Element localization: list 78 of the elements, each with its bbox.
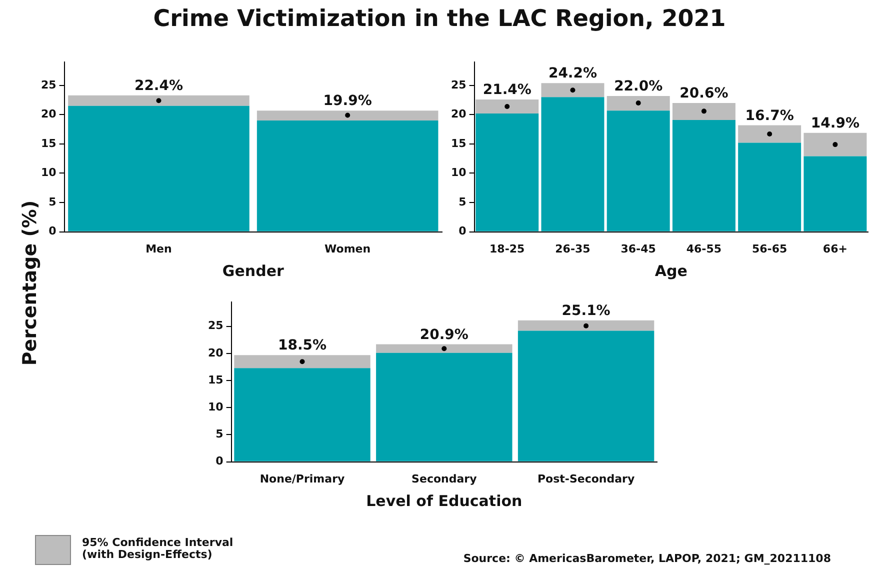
y-tick-label: 0 [216, 454, 224, 468]
point [832, 142, 838, 148]
bar [518, 320, 654, 331]
chart-title: Crime Victimization in the LAC Region, 2021 [152, 6, 727, 32]
bar [541, 83, 604, 98]
bar [234, 368, 370, 462]
y-tick-label: 10 [40, 166, 57, 180]
bar [476, 99, 539, 114]
y-tick-label: 25 [208, 319, 224, 332]
x-tick-label: Post-Secondary [537, 472, 635, 486]
point [701, 108, 706, 114]
y-tick-label: 25 [450, 78, 466, 92]
bar [541, 97, 604, 232]
y-tick-label: 0 [458, 224, 467, 238]
x-tick-label: 26-35 [555, 242, 590, 256]
x-tick-label: Women [324, 242, 371, 256]
x-axis-title: Gender [222, 262, 284, 280]
bar [376, 344, 512, 353]
y-tick-label: 5 [216, 428, 224, 441]
text: 95% Confidence Interval (with Design-Effects) [82, 536, 234, 561]
y-tick-label: 5 [458, 195, 466, 208]
point [636, 100, 641, 106]
bar [738, 142, 802, 232]
x-axis-title: Age [654, 262, 688, 280]
source-note: Source: © AmericasBarometer, LAPOP, 2021; GM_20211108 [463, 552, 831, 565]
x-tick-label: None/Primary [260, 472, 345, 486]
data-label: 21.4% [482, 82, 532, 98]
data-label: 22.0% [614, 78, 663, 95]
y-tick-label: 20 [450, 108, 467, 121]
bar [804, 156, 867, 232]
point [504, 104, 510, 109]
x-tick-label: 18-25 [490, 242, 525, 256]
bar [476, 114, 539, 232]
point [442, 346, 447, 352]
x-tick-label: 46-55 [686, 242, 722, 256]
y-tick-label: 15 [450, 136, 466, 150]
y-tick-label: 10 [208, 400, 224, 414]
data-label: 24.2% [548, 66, 598, 82]
data-label: 20.6% [680, 86, 728, 102]
y-tick-label: 15 [40, 136, 56, 150]
bar [68, 106, 250, 232]
data-label: 25.1% [562, 303, 610, 320]
y-tick-label: 5 [48, 195, 56, 208]
bar [518, 330, 654, 462]
y-tick-label: 15 [208, 373, 224, 386]
x-tick-label: Men [146, 242, 172, 256]
bar [804, 132, 867, 156]
x-tick-label: 56-65 [752, 242, 788, 256]
bar [606, 96, 670, 111]
data-label: 22.4% [134, 78, 184, 94]
bar [256, 120, 438, 232]
data-label: 20.9% [420, 326, 468, 343]
bar [672, 102, 736, 120]
y-tick-label: 25 [40, 78, 56, 92]
bar [68, 95, 250, 106]
bar [234, 355, 370, 368]
data-label: 16.7% [745, 108, 794, 124]
bar [256, 110, 438, 121]
point [584, 323, 589, 328]
point [570, 88, 576, 93]
x-tick-label: 66+ [822, 242, 848, 256]
point [300, 359, 305, 364]
y-tick-label: 20 [40, 108, 57, 121]
y-axis-title: Percentage (%) [19, 199, 41, 368]
y-tick-label: 10 [450, 166, 467, 180]
x-axis-title: Level of Education [366, 492, 522, 510]
bar [606, 110, 670, 232]
x-tick-label: Secondary [412, 472, 477, 486]
x-tick-label: 36-45 [620, 242, 656, 256]
bar [376, 352, 512, 462]
bar [672, 120, 736, 232]
data-label: 18.5% [278, 338, 327, 354]
y-tick-label: 0 [48, 224, 57, 238]
data-label: 14.9% [810, 115, 860, 132]
y-tick-label: 20 [208, 346, 224, 360]
bar [738, 125, 802, 143]
point [767, 132, 772, 137]
data-label: 19.9% [323, 93, 372, 110]
